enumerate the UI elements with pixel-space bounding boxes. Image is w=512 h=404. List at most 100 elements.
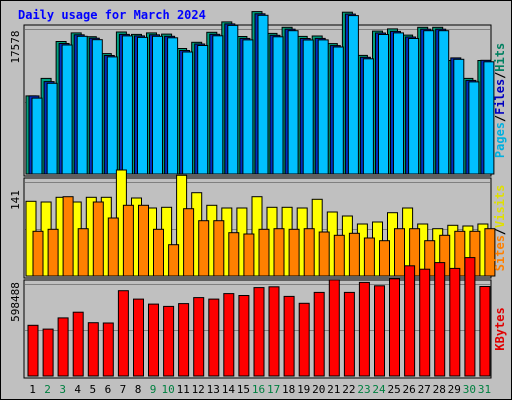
bar-sites-day-13 xyxy=(213,220,225,277)
x-tick-label-18: 18 xyxy=(282,383,295,396)
bar-kbytes-day-23 xyxy=(358,281,370,377)
x-tick-label-22: 22 xyxy=(342,383,355,396)
bar-sites-day-6 xyxy=(107,217,119,277)
bar-sites-day-8 xyxy=(138,204,149,277)
bar-kbytes-day-30 xyxy=(464,257,476,377)
bar-kbytes-day-1 xyxy=(27,324,39,377)
bar-pages-day-19 xyxy=(302,39,314,175)
bar-kbytes-day-6 xyxy=(102,322,114,377)
bar-pages-day-23 xyxy=(362,58,374,175)
legend-visits: Visits xyxy=(493,185,507,228)
bar-kbytes-day-19 xyxy=(298,302,310,377)
bar-kbytes-day-2 xyxy=(42,328,54,377)
bar-sites-day-16 xyxy=(258,228,270,277)
x-tick-label-1: 1 xyxy=(29,383,36,396)
bar-sites-day-24 xyxy=(379,240,390,277)
bar-pages-day-4 xyxy=(76,35,88,175)
visits-panel-ymax-label: 141 xyxy=(9,190,22,210)
bar-sites-day-3 xyxy=(62,196,74,277)
bar-pages-day-11 xyxy=(182,51,194,175)
x-tick-label-7: 7 xyxy=(120,383,127,396)
x-tick-label-23: 23 xyxy=(357,383,370,396)
bar-kbytes-day-8 xyxy=(133,298,144,377)
bar-kbytes-day-25 xyxy=(389,278,400,377)
bar-kbytes-day-24 xyxy=(374,285,385,377)
x-tick-label-8: 8 xyxy=(135,383,142,396)
bar-kbytes-day-20 xyxy=(313,291,325,377)
bar-pages-day-2 xyxy=(46,82,58,175)
kbytes-panel: 598488 KBytes xyxy=(9,257,507,379)
bar-pages-day-16 xyxy=(257,14,269,175)
x-tick-label-27: 27 xyxy=(418,383,431,396)
x-tick-label-6: 6 xyxy=(105,383,112,396)
x-tick-label-3: 3 xyxy=(59,383,66,396)
bar-sites-day-25 xyxy=(394,228,405,277)
x-tick-label-26: 26 xyxy=(402,383,415,396)
bar-sites-day-10 xyxy=(168,244,180,277)
legend-separator: / xyxy=(493,72,507,79)
bar-kbytes-day-29 xyxy=(449,267,461,377)
bar-kbytes-day-11 xyxy=(178,303,190,377)
bar-pages-day-6 xyxy=(106,56,118,175)
x-tick-label-2: 2 xyxy=(44,383,51,396)
x-tick-label-14: 14 xyxy=(222,383,236,396)
bar-kbytes-day-31 xyxy=(479,286,491,377)
bar-pages-day-14 xyxy=(227,24,239,175)
x-tick-label-20: 20 xyxy=(312,383,325,396)
x-tick-label-31: 31 xyxy=(478,383,491,396)
legend-sites: Sites xyxy=(493,235,507,271)
bar-pages-day-25 xyxy=(393,32,404,175)
bar-sites-day-23 xyxy=(363,237,375,277)
kbytes-panel-legend: KBytes xyxy=(493,307,507,350)
x-tick-label-16: 16 xyxy=(252,383,265,396)
legend-separator: / xyxy=(493,228,507,235)
x-tick-label-28: 28 xyxy=(433,383,446,396)
x-tick-label-21: 21 xyxy=(327,383,340,396)
bar-pages-day-7 xyxy=(121,35,133,175)
x-tick-label-9: 9 xyxy=(150,383,157,396)
x-tick-label-30: 30 xyxy=(463,383,476,396)
bar-pages-day-27 xyxy=(423,30,435,175)
bar-sites-day-14 xyxy=(228,232,240,277)
bar-sites-day-21 xyxy=(333,234,345,277)
x-tick-label-5: 5 xyxy=(89,383,96,396)
x-tick-label-10: 10 xyxy=(161,383,174,396)
x-tick-label-29: 29 xyxy=(448,383,461,396)
bar-sites-day-4 xyxy=(77,228,89,277)
bar-sites-day-22 xyxy=(348,232,360,277)
bar-pages-day-29 xyxy=(453,58,465,175)
bar-pages-day-28 xyxy=(438,30,450,175)
x-tick-label-4: 4 xyxy=(74,383,81,396)
bar-sites-day-2 xyxy=(47,228,59,277)
x-tick-label-11: 11 xyxy=(177,383,190,396)
bar-kbytes-day-9 xyxy=(148,303,159,377)
bar-sites-day-12 xyxy=(198,220,210,277)
legend-separator: / xyxy=(493,115,507,122)
legend-hits: Hits xyxy=(493,43,507,72)
bar-pages-day-9 xyxy=(152,35,163,175)
bar-pages-day-8 xyxy=(137,36,148,175)
bar-pages-day-13 xyxy=(212,35,224,175)
bar-pages-day-30 xyxy=(468,81,480,175)
bar-sites-day-15 xyxy=(243,233,255,277)
bar-kbytes-day-4 xyxy=(72,311,84,377)
kbytes-panel-ymax-label: 598488 xyxy=(9,282,22,322)
bar-kbytes-day-13 xyxy=(208,298,220,377)
bar-sites-day-9 xyxy=(153,228,164,277)
bar-kbytes-day-18 xyxy=(283,295,295,377)
bar-pages-day-10 xyxy=(167,37,179,175)
bar-kbytes-day-10 xyxy=(163,305,175,377)
x-tick-label-19: 19 xyxy=(297,383,310,396)
x-axis-labels: 1 2 3 4 5 6 7 8 9 10 11 12 13 14 15 16 17 18 19 20 21 22 23 24 2… xyxy=(29,383,491,396)
bar-pages-day-3 xyxy=(61,44,73,175)
bar-pages-day-26 xyxy=(408,38,420,175)
bar-kbytes-day-14 xyxy=(223,293,235,377)
x-tick-label-15: 15 xyxy=(237,383,250,396)
bar-sites-day-19 xyxy=(303,228,315,277)
visits-panel: 141 Sites/Visits xyxy=(9,169,507,279)
bar-pages-day-12 xyxy=(197,45,209,175)
bar-kbytes-day-16 xyxy=(253,287,265,377)
bar-pages-day-31 xyxy=(483,61,495,175)
